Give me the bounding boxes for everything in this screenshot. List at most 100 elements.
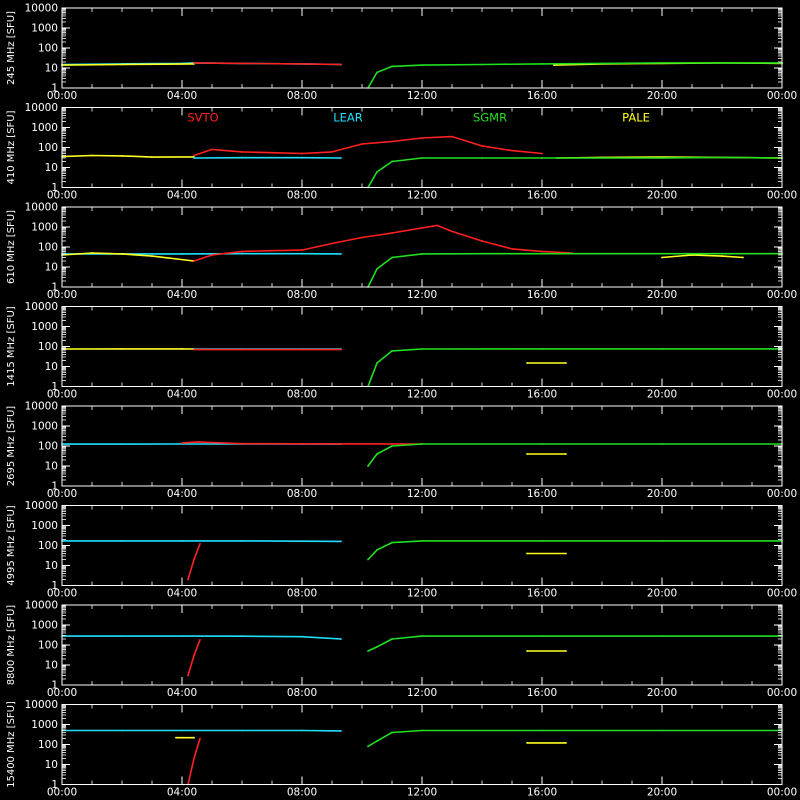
x-tick-label: 16:00 [527,687,557,699]
series-pale-point [121,253,123,255]
y-tick-label: 100 [38,142,58,154]
x-tick-label: 00:00 [767,687,797,699]
series-svto-point [187,674,189,677]
series-sgmr-point [601,62,603,65]
y-tick-label: 10000 [25,102,58,114]
series-lear-point [193,157,195,159]
series-sgmr-point [367,745,369,748]
series-lear-point [181,540,183,542]
series-sgmr-point [376,646,378,648]
y-tick-label: 10000 [25,699,58,711]
y-tick-label: 100 [38,640,58,652]
y-tick-label: 1000 [31,222,58,234]
y-tick-label: 10000 [25,600,58,612]
series-sgmr-line [367,252,782,288]
series-svto-line [193,62,342,66]
series-svto-point [241,348,243,351]
series-sgmr-point [421,729,423,732]
series-sgmr-point [541,635,543,637]
series-pale-point [193,736,195,739]
series-svto-point [193,654,195,657]
series-svto-point [451,135,453,138]
series-pale-point [526,552,528,555]
series-sgmr-point [421,64,423,66]
x-tick-label: 00:00 [767,389,797,401]
series-svto-point [271,151,273,154]
series-sgmr-point [391,638,393,640]
y-tick-label: 10 [45,162,58,174]
x-tick-label: 00:00 [47,90,77,102]
series-svto-point [436,224,438,227]
series-lear-point [121,540,123,542]
series-lear-point [340,253,342,255]
series-lear-point [301,729,303,732]
series-lear-point [301,252,303,255]
y-axis-label: 410 MHz [SFU] [6,110,17,184]
y-axis-label: 15400 MHz [SFU] [6,701,17,788]
series-sgmr-line [367,156,783,188]
y-tick-label: 1000 [31,321,58,333]
y-tick-label: 1 [51,83,58,95]
x-tick-label: 08:00 [287,289,317,301]
series-sgmr-point [391,256,393,259]
legend-svto: SVTO [187,111,218,125]
series-svto-point [181,442,183,444]
series-pale-point [661,256,663,259]
series-sgmr-point [421,540,423,542]
series-svto-point [193,154,195,157]
series-pale-point [565,453,567,455]
series-svto-point [541,250,543,253]
series-svto-point [301,152,303,155]
series-sgmr-point [391,541,393,544]
series-pale-point [721,255,723,257]
series-sgmr-point [391,445,393,447]
series-sgmr-point [541,729,543,732]
x-tick-label: 08:00 [287,389,317,401]
y-tick-label: 1 [51,282,58,294]
series-pale-point [121,348,123,350]
legend-pale: PALE [622,111,650,125]
series-svto-point [421,227,423,229]
series-pale-point [526,453,528,455]
series-svto-point [199,543,201,545]
y-tick-label: 10 [45,560,58,572]
series-svto-point [391,232,393,234]
x-tick-label: 12:00 [407,190,437,202]
y-tick-label: 1 [51,381,58,393]
series-lear-point [301,156,303,159]
series-pale-point [121,63,123,66]
x-tick-label: 00:00 [767,588,797,600]
series-lear-line [62,540,342,543]
series-pale-point [691,254,693,256]
series-svto-point [241,442,243,445]
series-lear-point [181,635,183,637]
series-sgmr-point [541,63,543,65]
x-tick-label: 08:00 [287,190,317,202]
x-tick-label: 20:00 [647,787,677,799]
series-sgmr-point [367,465,369,467]
series-sgmr-point [661,443,663,445]
series-lear-point [241,540,243,542]
series-sgmr-point [421,635,423,637]
series-svto-point [340,63,342,66]
series-lear-point [241,252,243,255]
x-tick-label: 16:00 [527,389,557,401]
y-tick-label: 1000 [31,719,58,731]
panel-6: 1 10 100 1000 10000 00:00 04:00 08:00 12:00 16:00… [6,500,797,600]
series-sgmr-point [661,635,663,637]
series-svto-point [193,348,195,351]
series-svto-point [361,236,363,239]
y-tick-label: 100 [38,242,58,254]
series-sgmr-point [541,252,543,255]
series-svto-point [241,151,243,153]
y-tick-label: 10 [45,262,58,274]
y-axis-label: 610 MHz [SFU] [6,210,17,284]
series-svto-point [193,260,195,262]
series-pale-point [181,348,183,350]
series-pale-point [91,252,93,254]
y-tick-label: 1000 [31,620,58,632]
series-lear-point [301,635,303,638]
series-svto-point [541,152,543,155]
